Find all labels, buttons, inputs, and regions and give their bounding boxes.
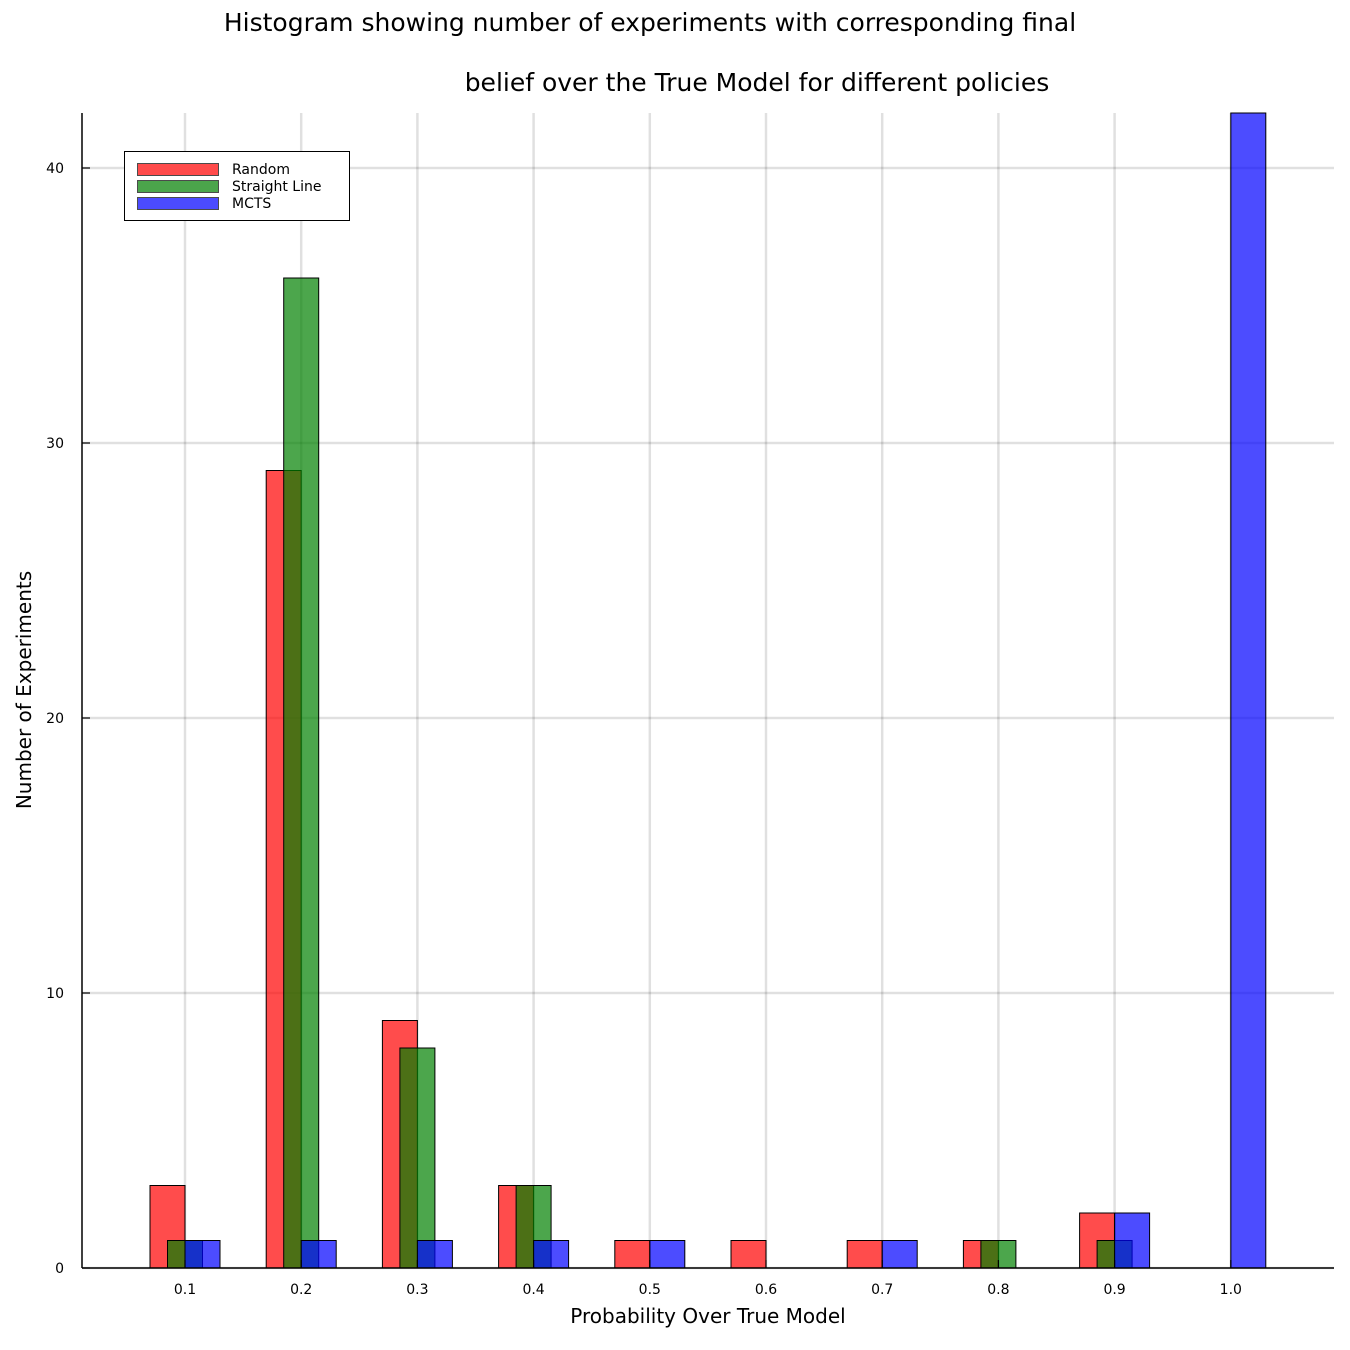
bar-mcts-0.7 (881, 1240, 918, 1269)
x-tick-label: 0.7 (871, 1282, 893, 1298)
legend-item-straight-line: Straight Line (137, 178, 321, 195)
tick-labels: 0.1 0.2 0.3 0.4 0.5 0.6 0.7 0.8 0.9 1.0 0 10 20 30 40 (46, 161, 1242, 1298)
y-axis-label: Number of Experiments (12, 570, 36, 810)
x-axis-label: Probability Over True Model (570, 1304, 846, 1328)
x-tick-label: 0.4 (522, 1282, 544, 1298)
x-tick-label: 0.8 (987, 1282, 1009, 1298)
bar-mcts-1.0 (1230, 112, 1267, 1269)
bar-mcts-0.5 (649, 1240, 686, 1269)
legend-item-random: Random (137, 161, 290, 178)
y-tick-label: 0 (55, 1261, 64, 1277)
legend-label-random: Random (232, 161, 290, 178)
legend: Random Straight Line MCTS (124, 151, 350, 221)
bar-straight-line-0.3 (399, 1047, 436, 1269)
x-tick-label: 0.2 (290, 1282, 312, 1298)
bar-mcts-0.2 (300, 1240, 337, 1269)
y-tick-label: 30 (46, 436, 64, 452)
bar-random-0.6 (730, 1240, 767, 1269)
bar-random-0.7 (846, 1240, 883, 1269)
y-tick-label: 20 (46, 711, 64, 727)
y-tick-label: 10 (46, 986, 64, 1002)
chart-title-line-2: belief over the True Model for different… (464, 68, 1050, 97)
bar-mcts-0.3 (416, 1240, 453, 1269)
legend-label-straight-line: Straight Line (232, 178, 322, 195)
legend-swatch-random (137, 163, 219, 176)
x-tick-label: 1.0 (1220, 1282, 1242, 1298)
bar-straight-line-0.2 (283, 277, 320, 1269)
x-tick-label: 0.6 (755, 1282, 777, 1298)
bar-mcts-0.1 (184, 1240, 221, 1269)
bar-mcts-0.4 (533, 1240, 570, 1269)
legend-swatch-mcts (137, 197, 219, 210)
x-tick-label: 0.9 (1103, 1282, 1125, 1298)
legend-item-mcts: MCTS (137, 195, 271, 212)
chart-title-line-1: Histogram showing number of experiments … (223, 8, 1077, 37)
bars (149, 112, 1267, 1269)
x-tick-label: 0.1 (174, 1282, 196, 1298)
bar-random-0.5 (614, 1240, 651, 1269)
x-tick-label: 0.3 (406, 1282, 428, 1298)
legend-label-mcts: MCTS (232, 195, 272, 212)
y-tick-label: 40 (46, 161, 64, 177)
bar-mcts-0.9 (1114, 1212, 1151, 1269)
axes (81, 113, 1334, 1269)
x-tick-label: 0.5 (639, 1282, 661, 1298)
legend-swatch-straight-line (137, 180, 219, 193)
